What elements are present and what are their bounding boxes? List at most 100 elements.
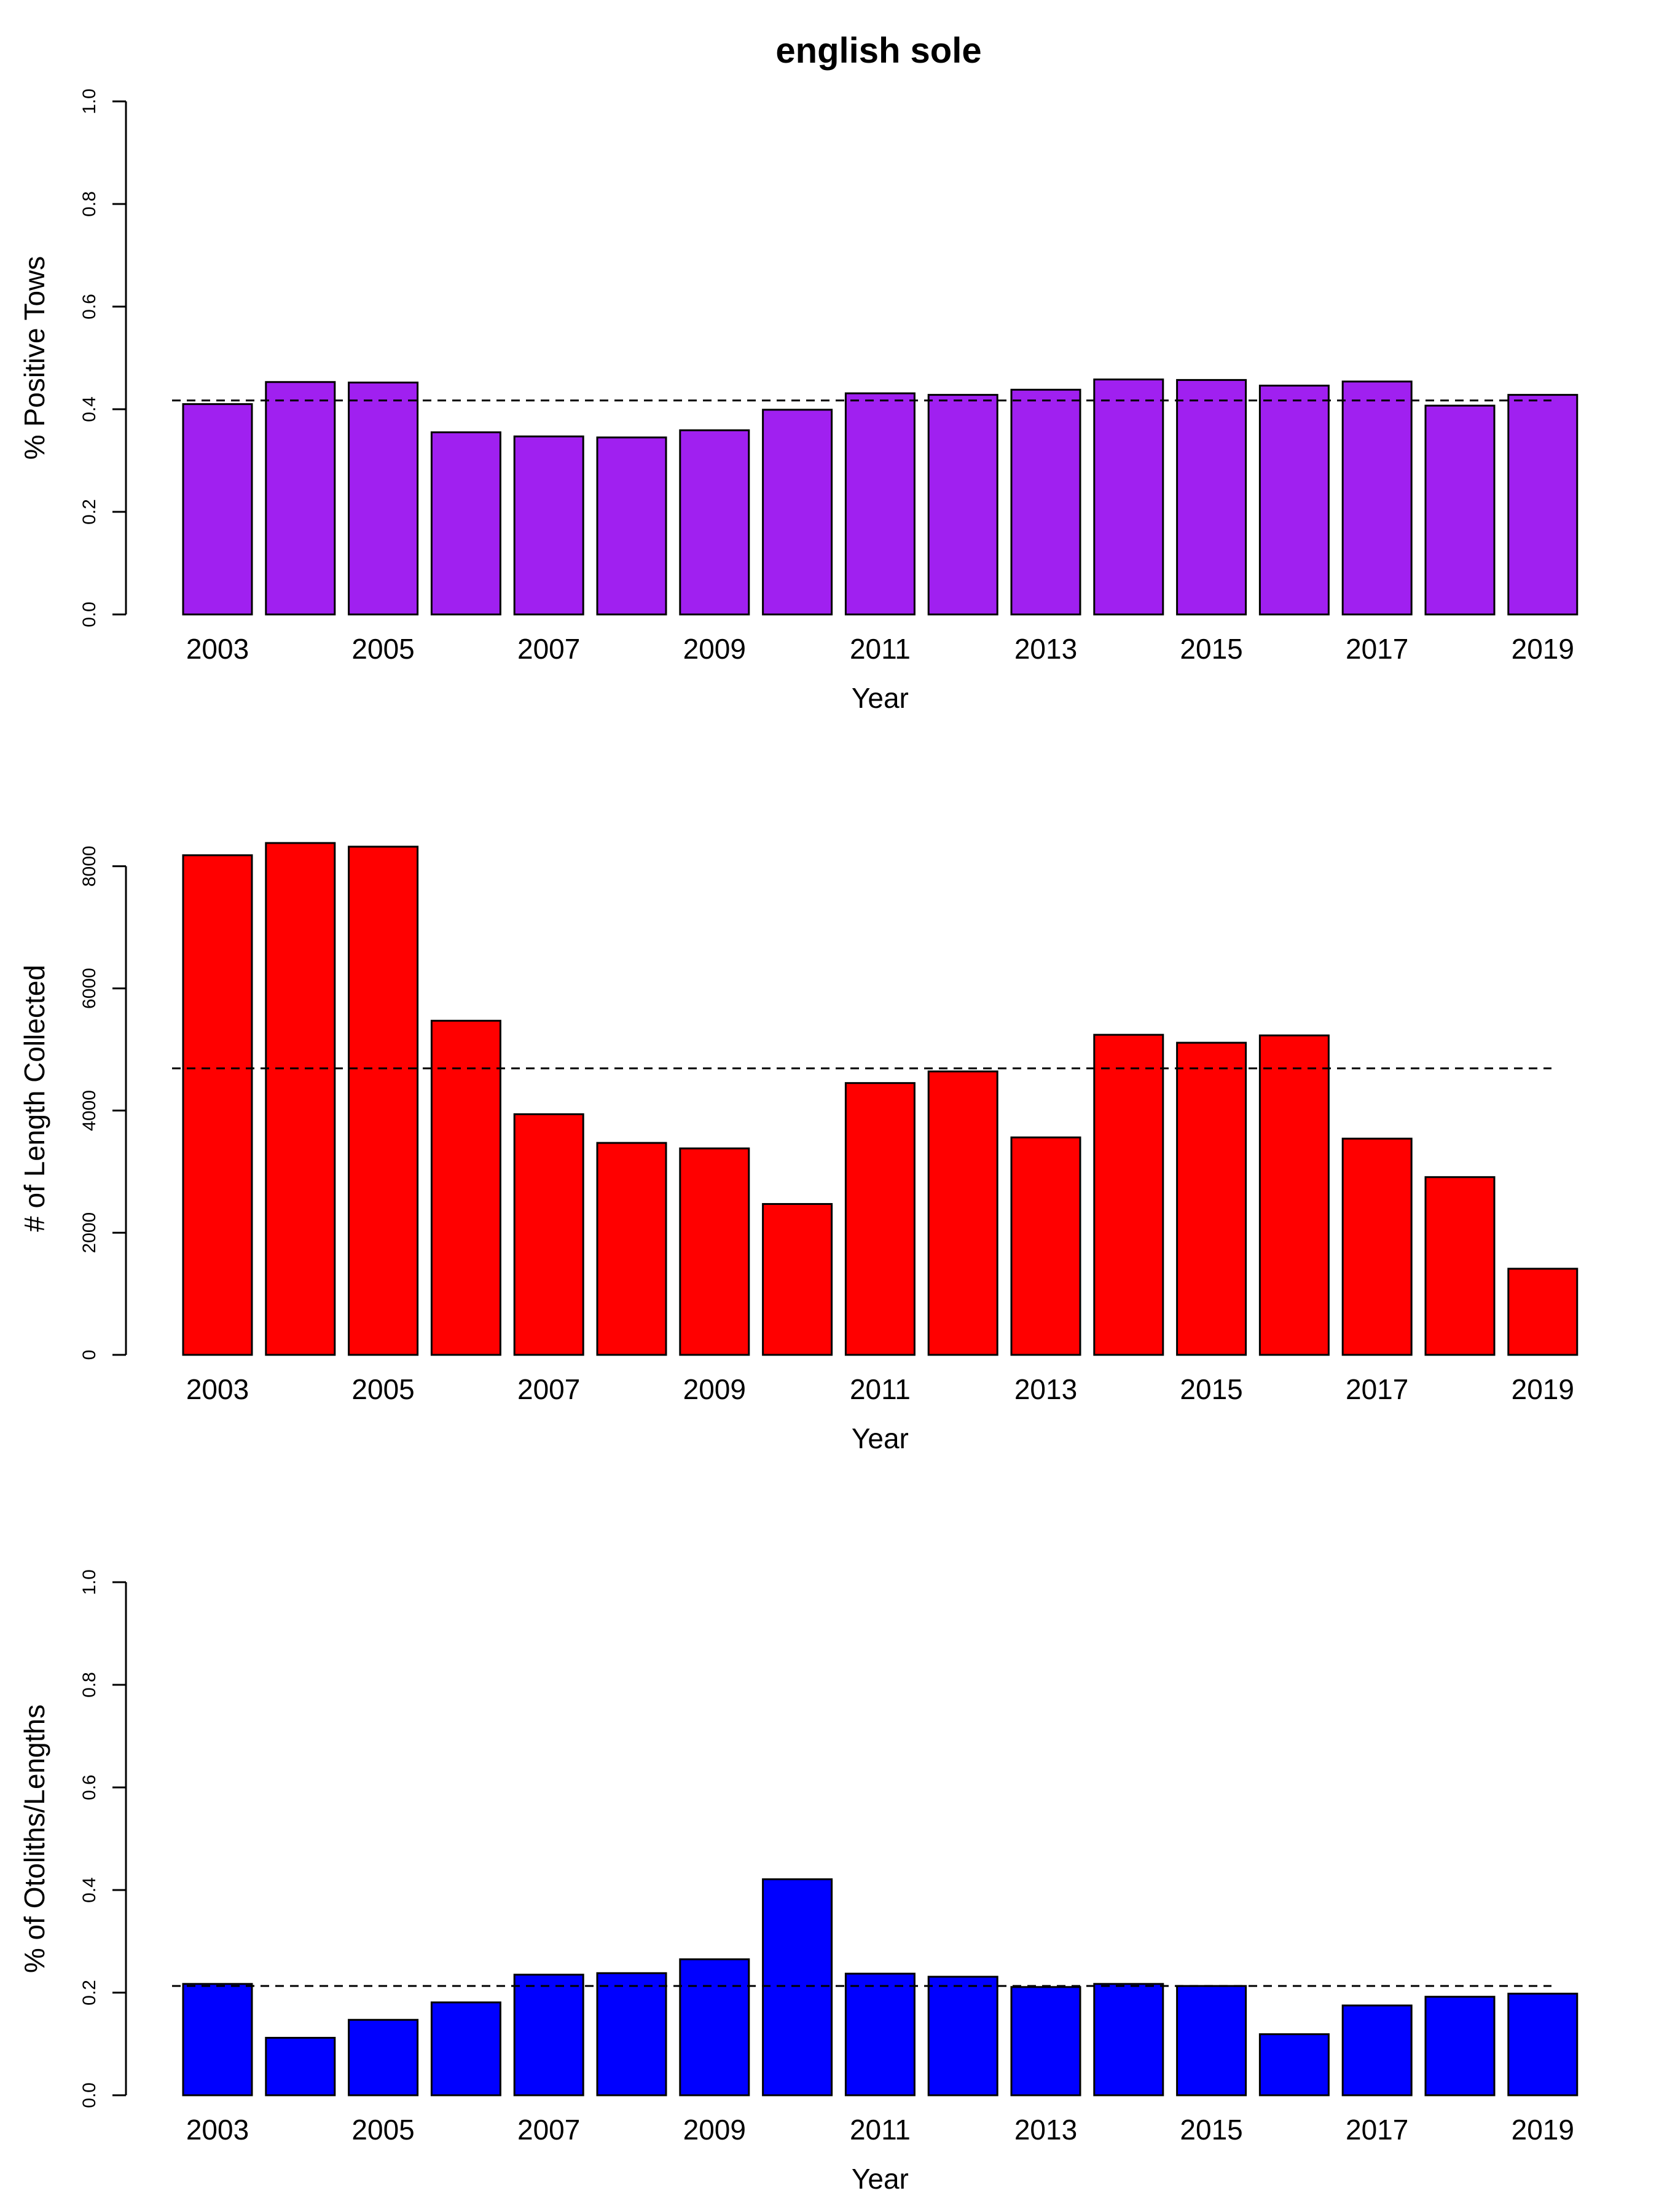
y-tick-label: 0.2 [79,1980,100,2006]
bar-2007 [513,1113,584,1356]
x-tick-label: 2017 [1346,1373,1408,1405]
bar-2003 [182,1983,253,2096]
x-tick-label: 2013 [1014,1373,1077,1405]
y-tick-label: 0.0 [79,602,100,627]
x-tick-label: 2013 [1014,633,1077,665]
x-tick-label: 2015 [1180,633,1242,665]
bar-2008 [596,436,667,616]
bar-2005 [348,382,419,616]
x-axis-label: Year [852,682,909,714]
x-tick-label: 2011 [850,2114,911,2146]
bar-2006 [430,1019,501,1356]
bar-2011 [844,1082,916,1356]
bar-2004 [265,2036,336,2096]
y-tick-label: 0.2 [79,499,100,525]
bar-2005 [348,2018,419,2096]
bar-2013 [1010,388,1081,616]
bar-2003 [182,854,253,1356]
bar-2004 [265,381,336,616]
bar-2014 [1093,1033,1164,1356]
y-tick-label: 0.8 [79,1672,100,1698]
bar-2017 [1341,380,1413,616]
bar-2010 [762,409,833,616]
y-tick-label: 0.6 [79,294,100,320]
y-tick-label: 1.0 [79,88,100,114]
bar-2011 [844,1972,916,2096]
bar-2015 [1176,1985,1247,2096]
y-tick-label: 0.8 [79,191,100,217]
x-tick-label: 2017 [1346,633,1408,665]
bar-2008 [596,1972,667,2096]
bar-2005 [348,845,419,1356]
figure-title: english sole [775,31,981,71]
bar-2013 [1010,1986,1081,2096]
y-tick-label: 2000 [79,1212,100,1253]
x-tick-label: 2007 [517,1373,580,1405]
bar-2003 [182,403,253,616]
bar-2009 [679,429,750,616]
x-tick-label: 2015 [1180,2114,1242,2146]
x-axis-label: Year [852,1422,909,1454]
bar-2010 [762,1202,833,1356]
y-tick-label: 0.4 [79,396,100,422]
y-tick-label: 0.4 [79,1877,100,1903]
y-tick-label: 0.6 [79,1775,100,1800]
bar-2019 [1507,1993,1579,2096]
x-tick-label: 2019 [1512,2114,1574,2146]
bar-2015 [1176,378,1247,616]
bar-2016 [1258,385,1330,616]
x-tick-label: 2005 [351,2114,414,2146]
bar-2007 [513,1974,584,2096]
bar-2017 [1341,2004,1413,2096]
x-tick-label: 2007 [517,633,580,665]
x-tick-label: 2003 [186,1373,249,1405]
bar-2016 [1258,2033,1330,2096]
bar-2012 [927,394,998,616]
bar-2016 [1258,1034,1330,1356]
bar-2006 [430,431,501,616]
bar-2013 [1010,1136,1081,1356]
x-tick-label: 2009 [683,2114,746,2146]
bar-2018 [1424,404,1496,616]
bar-2017 [1341,1137,1413,1356]
x-tick-label: 2009 [683,1373,746,1405]
panel-lengths-collected: 0 2000 4000 6000 8000 # of Length Collected 20… [18,842,1579,1454]
bar-2010 [762,1878,833,2096]
x-tick-label: 2005 [351,633,414,665]
bar-2012 [927,1070,998,1356]
bar-2018 [1424,1176,1496,1356]
y-axis-label: # of Length Collected [18,965,50,1232]
bar-2015 [1176,1041,1247,1356]
bar-2004 [265,842,336,1356]
x-tick-label: 2019 [1512,1373,1574,1405]
bar-2012 [927,1975,998,2096]
y-axis-label: % Positive Tows [18,256,50,460]
y-tick-label: 0.0 [79,2082,100,2108]
bar-2011 [844,392,916,616]
x-tick-label: 2015 [1180,1373,1242,1405]
panel-positive-tows: 0.0 0.2 0.4 0.6 0.8 1.0 % Positive Tows 2003 200… [18,88,1579,714]
bar-2009 [679,1958,750,2096]
bar-2018 [1424,1996,1496,2096]
y-tick-label: 1.0 [79,1569,100,1595]
y-tick-label: 4000 [79,1090,100,1131]
bar-2009 [679,1147,750,1356]
x-tick-label: 2009 [683,633,746,665]
x-axis-label: Year [852,2163,909,2195]
x-tick-label: 2017 [1346,2114,1408,2146]
y-tick-label: 0 [79,1350,100,1360]
x-tick-label: 2013 [1014,2114,1077,2146]
bar-2014 [1093,378,1164,616]
x-tick-label: 2003 [186,633,249,665]
bar-2008 [596,1142,667,1356]
y-axis-label: % of Otoliths/Lengths [18,1704,50,1973]
panel-otoliths-lengths: 0.0 0.2 0.4 0.6 0.8 1.0 % of Otoliths/Lengths 2… [18,1569,1579,2195]
x-tick-label: 2007 [517,2114,580,2146]
bar-2019 [1507,1268,1579,1356]
bar-2006 [430,2001,501,2096]
x-tick-label: 2003 [186,2114,249,2146]
y-tick-label: 8000 [79,845,100,887]
bar-2019 [1507,394,1579,616]
x-tick-label: 2011 [850,633,911,665]
